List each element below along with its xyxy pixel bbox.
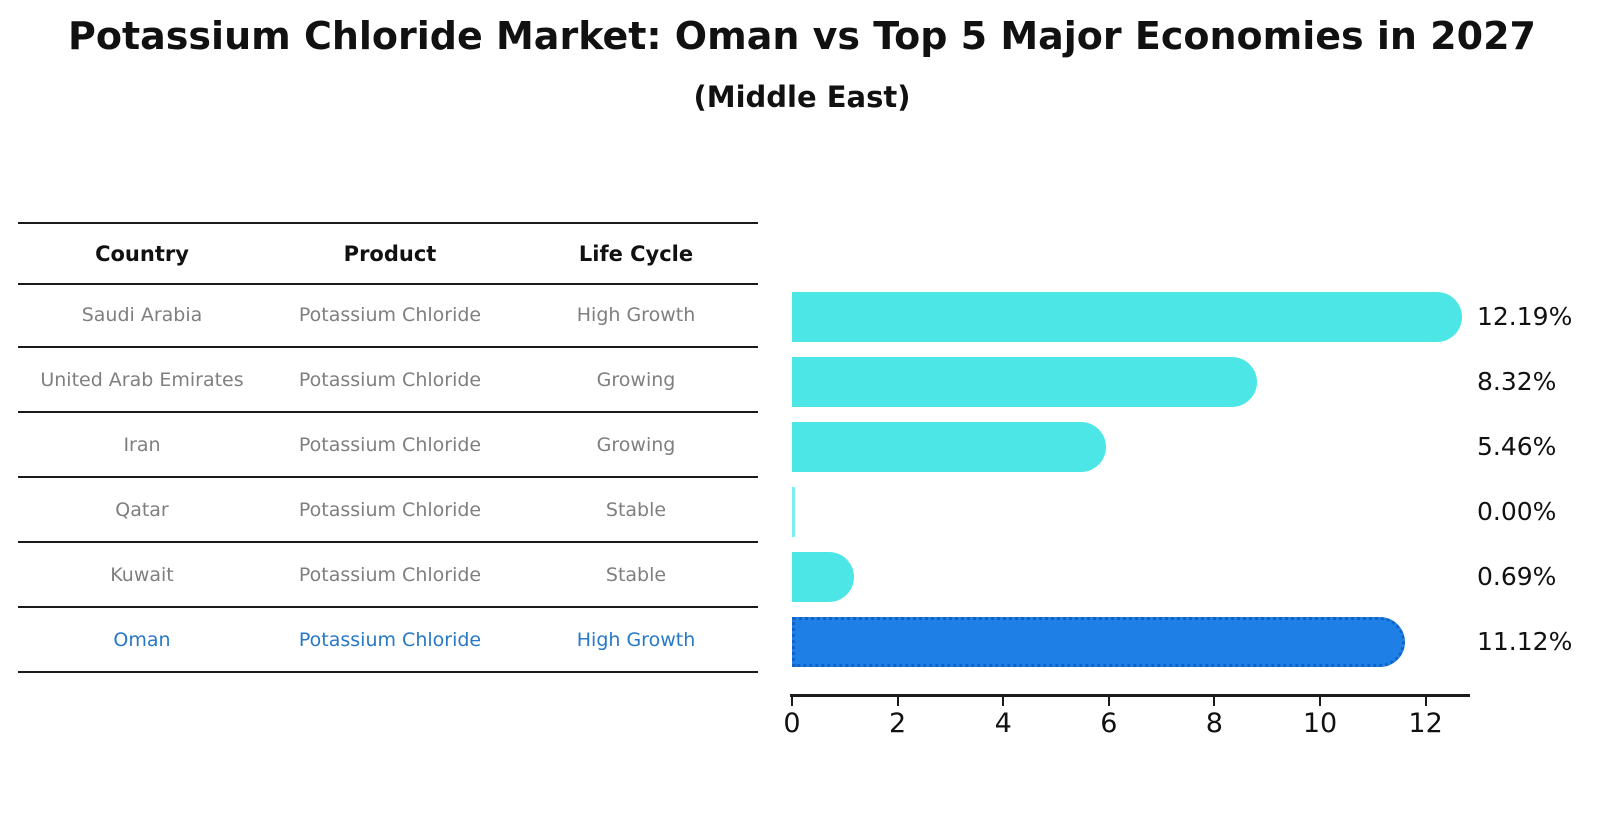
life-cycle-cell: Stable (605, 498, 667, 521)
x-axis-tick (896, 697, 899, 706)
chart-subtitle: (Middle East) (693, 80, 911, 114)
column-header-life-cycle: Life Cycle (578, 241, 694, 266)
country-cell: Qatar (115, 498, 169, 521)
table-header-row: Country Product Life Cycle (18, 222, 758, 285)
table-row-oman: Oman Potassium Chloride High Growth (18, 608, 758, 673)
value-label: 12.19% (1477, 301, 1573, 331)
x-axis-tick (791, 697, 793, 706)
product-cell: Potassium Chloride (298, 433, 482, 456)
column-header-product: Product (343, 241, 437, 266)
value-label: 0.69% (1477, 561, 1557, 591)
product-cell: Potassium Chloride (298, 303, 482, 326)
table-row: Saudi Arabia Potassium Chloride High Gro… (18, 283, 758, 348)
country-cell: Oman (113, 628, 171, 651)
bar-saudi-arabia (792, 291, 1462, 342)
value-label: 11.12% (1477, 626, 1573, 656)
x-axis-tick (1107, 697, 1110, 706)
table-row: United Arab Emirates Potassium Chloride … (18, 348, 758, 413)
life-cycle-cell: Stable (605, 563, 667, 586)
x-axis-tick (1319, 697, 1321, 706)
x-tick-label: 12 (1408, 708, 1443, 739)
x-tick-label: 4 (994, 708, 1012, 739)
life-cycle-cell: High Growth (576, 303, 696, 326)
x-tick-label: 10 (1302, 708, 1338, 739)
life-cycle-cell: Growing (596, 368, 676, 391)
x-axis-line (790, 694, 1470, 697)
x-axis-tick (1002, 697, 1005, 706)
bar-kuwait (792, 551, 855, 602)
bar-iran (792, 421, 1107, 472)
x-tick-label: 8 (1205, 708, 1223, 739)
x-tick-label: 2 (889, 708, 907, 739)
country-cell: Kuwait (110, 563, 174, 586)
x-axis-tick (1424, 697, 1427, 706)
product-cell: Potassium Chloride (298, 368, 482, 391)
product-cell: Potassium Chloride (298, 628, 482, 651)
life-cycle-cell: High Growth (576, 628, 696, 651)
chart-title: Potassium Chloride Market: Oman vs Top 5… (68, 14, 1536, 58)
table-row: Kuwait Potassium Chloride Stable (18, 543, 758, 608)
x-axis-tick (1213, 697, 1216, 706)
table-row: Iran Potassium Chloride Growing (18, 413, 758, 478)
x-tick-label: 6 (1100, 708, 1118, 739)
x-tick-label: 0 (783, 708, 801, 739)
country-cell: Saudi Arabia (81, 303, 203, 326)
bar-qatar (792, 486, 795, 537)
product-cell: Potassium Chloride (298, 563, 482, 586)
bar-united-arab-emirates (792, 356, 1258, 407)
table-row: Qatar Potassium Chloride Stable (18, 478, 758, 543)
value-label: 5.46% (1477, 431, 1557, 461)
value-label: 0.00% (1477, 496, 1557, 526)
column-header-country: Country (95, 241, 189, 266)
country-cell: Iran (123, 433, 161, 456)
bar-oman (792, 616, 1406, 667)
value-label: 8.32% (1477, 366, 1557, 396)
life-cycle-cell: Growing (596, 433, 676, 456)
product-cell: Potassium Chloride (298, 498, 482, 521)
country-cell: United Arab Emirates (40, 368, 244, 391)
